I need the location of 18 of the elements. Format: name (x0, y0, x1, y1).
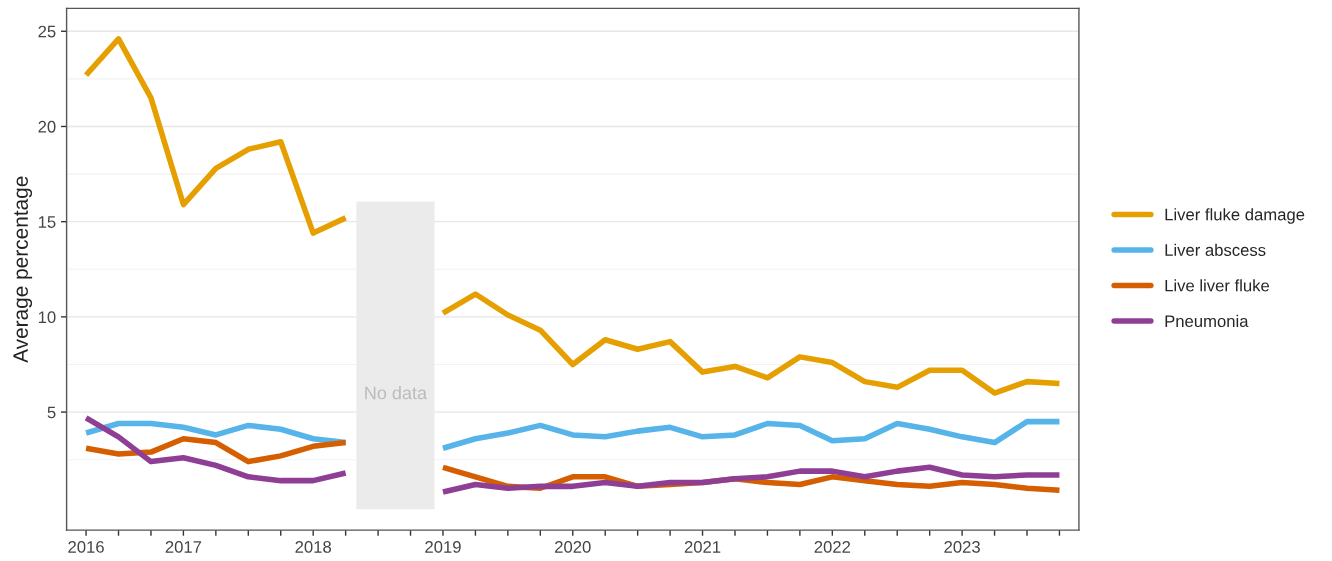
y-tick-label: 15 (38, 216, 56, 228)
x-tick-label: 2022 (814, 541, 851, 553)
legend-label: Liver fluke damage (1165, 208, 1305, 224)
x-tick-label: 2020 (555, 541, 591, 553)
y-tick-label: 25 (38, 25, 56, 38)
x-tick-label: 2023 (944, 541, 980, 553)
y-tick-label: 20 (38, 120, 56, 133)
y-tick-label: 5 (47, 406, 56, 419)
x-tick-label: 2021 (684, 541, 721, 553)
x-tick-label: 2019 (425, 541, 461, 553)
legend-label: Live liver fluke (1165, 279, 1270, 292)
y-tick-label: 10 (38, 311, 56, 324)
x-tick-label: 2016 (68, 541, 104, 553)
legend-label: Pneumonia (1165, 314, 1249, 328)
y-axis-title: Average percentage (13, 176, 33, 363)
x-tick-label: 2017 (165, 541, 202, 553)
x-tick-label: 2018 (295, 541, 332, 553)
legend-label: Liver abscess (1165, 243, 1266, 256)
